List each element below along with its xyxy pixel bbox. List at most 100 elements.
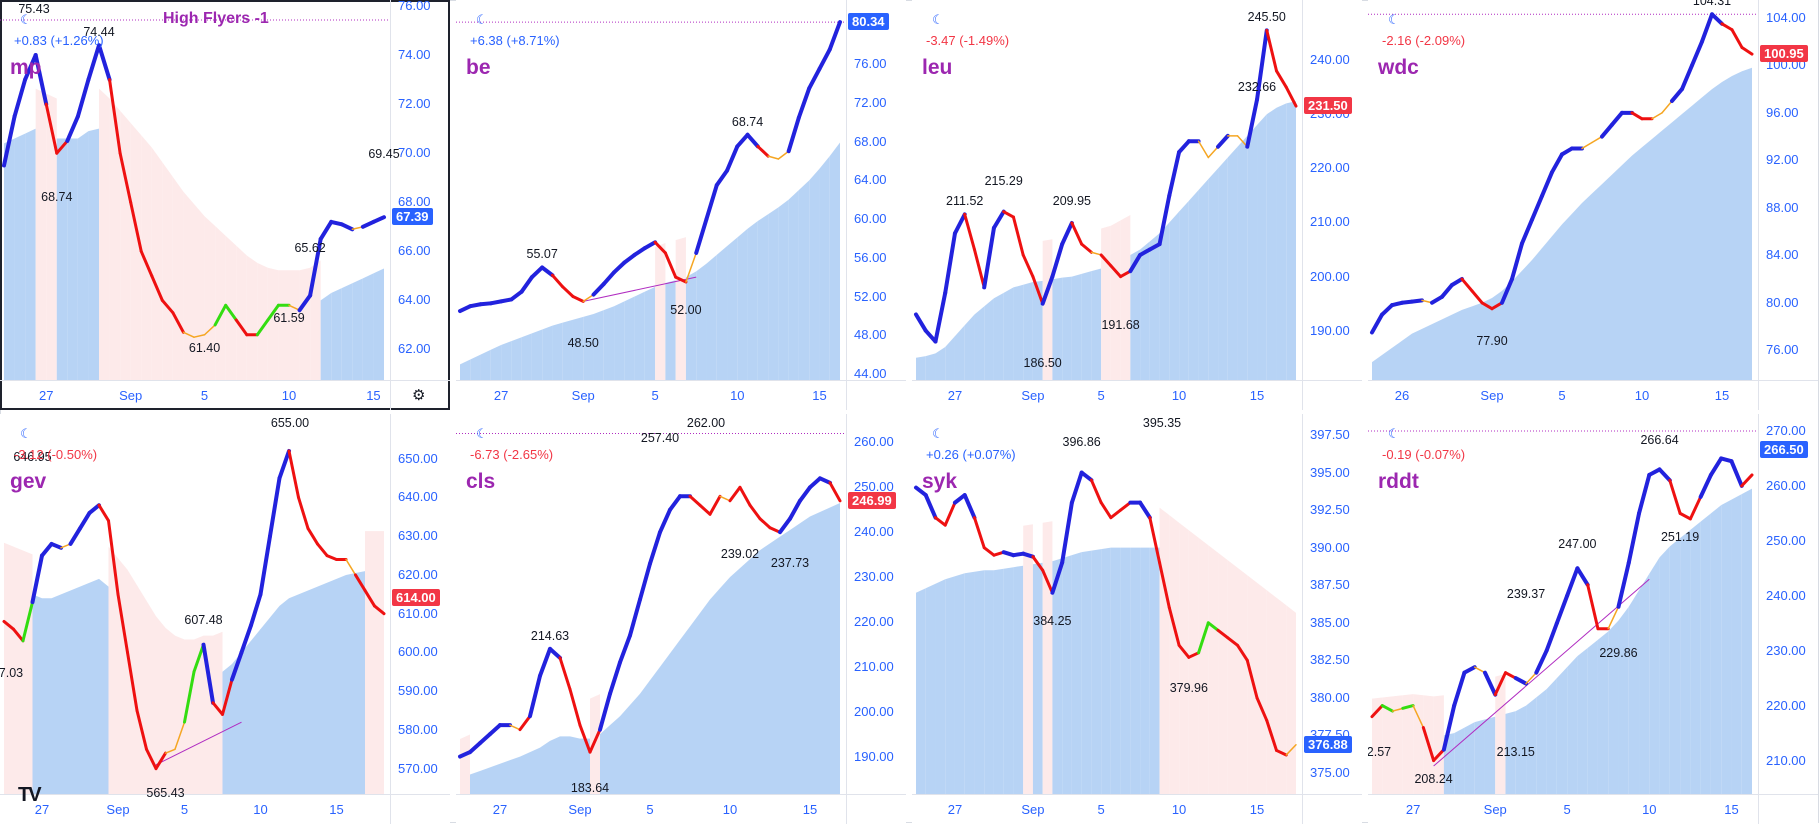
ma-band-segment [341, 283, 353, 380]
time-axis-label: 10 [1171, 388, 1187, 403]
price-segment [40, 541, 54, 558]
symbol-label[interactable]: cls [466, 470, 496, 493]
session-moon-icon[interactable]: ☾ [932, 12, 944, 27]
price-annotation: 186.50 [1023, 355, 1062, 370]
price-segment [478, 732, 492, 746]
price-segment [1412, 704, 1425, 729]
ma-band-segment [1237, 567, 1248, 794]
ma-band-segment [610, 716, 620, 794]
price-segment [1255, 28, 1269, 102]
price-segment [509, 724, 521, 731]
chart-panel-rddt[interactable]: 210.00 220.00 230.00 240.00 250.00 260.00 270.… [1368, 414, 1818, 824]
chart-panel-mp[interactable]: 62.00 64.00 66.00 68.00 70.00 72.00 74.00 76.00… [0, 0, 450, 410]
session-moon-icon[interactable]: ☾ [476, 426, 488, 441]
symbol-label[interactable]: rddt [1378, 470, 1419, 493]
price-axis-label: 630.00 [398, 528, 438, 544]
price-segment [1700, 12, 1714, 44]
price-annotation: 257.40 [640, 431, 680, 446]
chart-panel-gev[interactable]: 570.00 580.00 590.00 600.00 610.00 620.00 630.… [0, 414, 450, 824]
ma-band-segment [1505, 711, 1516, 794]
price-segment [1167, 606, 1181, 647]
symbol-label[interactable]: gev [10, 470, 47, 493]
price-segment [972, 248, 986, 289]
price-segment [1480, 301, 1494, 311]
price-axis-label: 190.00 [1310, 322, 1350, 338]
session-moon-icon[interactable]: ☾ [932, 426, 944, 441]
price-segment [174, 721, 186, 751]
price-segment [1607, 605, 1620, 630]
session-moon-icon[interactable]: ☾ [1388, 12, 1400, 27]
chart-panel-be[interactable]: 44.00 48.00 52.00 56.00 60.00 64.00 68.00 72.00… [456, 0, 906, 410]
price-segment [982, 546, 996, 557]
price-annotation: 48.50 [567, 336, 599, 351]
last-price-tag: 100.95 [1760, 45, 1808, 63]
chart-panel-wdc[interactable]: 76.00 80.00 84.00 88.00 92.00 96.00 100.00 104.… [1368, 0, 1818, 410]
price-segment [1410, 298, 1424, 304]
price-axis-label: 580.00 [398, 721, 438, 737]
session-moon-icon[interactable]: ☾ [1388, 426, 1400, 441]
ma-band-segment [1382, 347, 1392, 380]
price-annotation: 52.00 [670, 302, 702, 317]
price-segment [1226, 636, 1240, 647]
ma-band-segment [727, 237, 738, 380]
session-moon-icon[interactable]: ☾ [20, 12, 32, 27]
price-segment [1401, 704, 1415, 710]
ma-band-segment [460, 359, 471, 380]
ma-band-segment [267, 267, 279, 380]
price-segment [1391, 707, 1404, 712]
ma-band-segment [1672, 114, 1682, 380]
settings-gear-icon[interactable]: ⚙ [412, 387, 426, 404]
chart-panel-syk[interactable]: 375.00 377.50 380.00 382.50 385.00 387.50 390.… [912, 414, 1362, 824]
ma-band-segment [716, 246, 728, 380]
symbol-label[interactable]: be [466, 56, 491, 79]
ma-band-segment [490, 344, 502, 380]
price-segment [1099, 253, 1113, 268]
price-segment [1729, 459, 1744, 488]
trend-line[interactable] [583, 276, 697, 302]
chart-panel-cls[interactable]: 190.00 200.00 210.00 220.00 230.00 240.00 250.… [456, 414, 906, 824]
ma-band-segment [614, 301, 625, 380]
time-axis-label: 5 [1097, 802, 1105, 817]
price-annotation: 646.95 [13, 450, 52, 465]
price-axis-label: 44.00 [854, 366, 887, 381]
session-moon-icon[interactable]: ☾ [20, 426, 32, 441]
price-segment [139, 249, 154, 278]
symbol-label[interactable]: syk [922, 470, 958, 493]
price-segment [373, 604, 386, 616]
price-segment [658, 507, 672, 535]
session-moon-icon[interactable]: ☾ [476, 12, 488, 27]
price-segment [1462, 665, 1477, 675]
time-axis-label: 27 [493, 388, 509, 403]
price-segment [748, 503, 762, 521]
chart-svg-gev[interactable] [0, 414, 450, 824]
ma-band-segment [660, 653, 670, 794]
price-annotation: 55.07 [526, 247, 558, 262]
price-annotation: 237.73 [770, 556, 810, 571]
time-axis-label: 5 [200, 388, 209, 403]
symbol-label[interactable]: leu [922, 56, 953, 79]
symbol-label[interactable]: mp [10, 56, 42, 79]
price-segment [1148, 516, 1162, 565]
time-axis-label: 15 [802, 802, 818, 817]
price-segment [1089, 478, 1103, 505]
time-axis-border [912, 794, 1362, 795]
price-axis-label: 392.50 [1310, 502, 1350, 518]
price-segment [528, 673, 542, 719]
chart-svg-leu[interactable] [912, 0, 1362, 410]
trend-line[interactable] [155, 721, 242, 766]
chart-svg-be[interactable] [456, 0, 906, 410]
symbol-label[interactable]: wdc [1378, 56, 1419, 79]
chart-svg-mp[interactable] [0, 0, 450, 410]
ma-band-segment [1562, 213, 1572, 380]
trend-line[interactable] [1433, 578, 1650, 767]
price-segment [33, 53, 49, 107]
chart-svg-rddt[interactable] [1368, 414, 1818, 824]
chart-panel-leu[interactable]: 190.00200.00210.00220.00230.00240.0027Se… [912, 0, 1362, 410]
chart-svg-cls[interactable] [456, 414, 906, 824]
chart-svg-wdc[interactable] [1368, 0, 1818, 410]
price-segment [1432, 748, 1446, 763]
price-segment [1080, 242, 1093, 254]
price-axis-label: 240.00 [1766, 587, 1806, 603]
chart-svg-syk[interactable] [912, 414, 1362, 824]
last-price-tag: 266.50 [1760, 441, 1808, 459]
